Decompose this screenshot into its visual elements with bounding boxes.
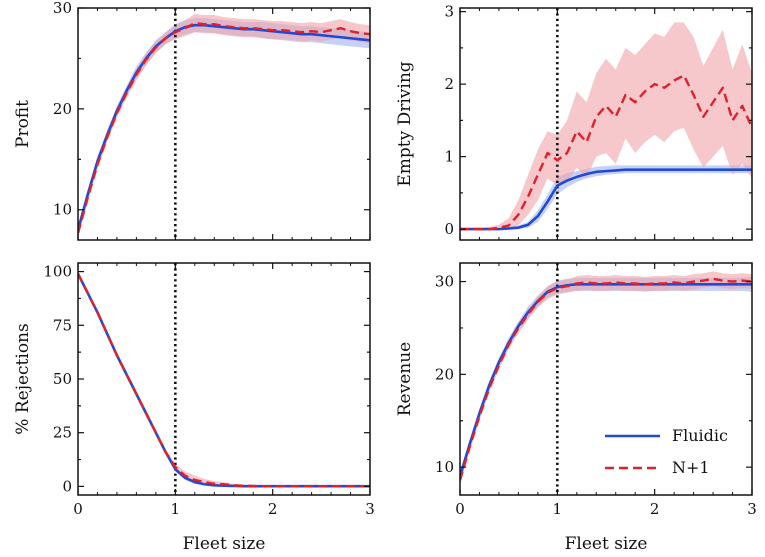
axes-frame — [77, 262, 371, 496]
revenue-panel: 0 1 2 3 10 20 30 Revenue Fleet size — [395, 262, 757, 554]
confidence-band-fluidic — [78, 271, 370, 487]
axes-frame — [459, 7, 753, 241]
y-tick-label: 20 — [435, 365, 454, 383]
series-line-n1 — [78, 21, 370, 234]
x-tick-label: 3 — [747, 500, 757, 518]
y-axis-label: Empty Driving — [395, 61, 415, 186]
x-tick-label: 2 — [268, 500, 278, 518]
y-axis-label: Profit — [13, 100, 33, 148]
empty-driving-panel: 0 1 2 3 Empty Driving — [395, 3, 753, 241]
legend-label-n1: N+1 — [672, 458, 710, 477]
x-tick-label: 1 — [553, 500, 563, 518]
x-tick-label: 2 — [650, 500, 660, 518]
confidence-band-n1 — [460, 22, 752, 230]
series-line-fluidic — [460, 283, 752, 477]
confidence-band-n1 — [460, 271, 752, 485]
confidence-band-fluidic — [460, 276, 752, 482]
legend-label-fluidic: Fluidic — [672, 426, 728, 445]
x-tick-label: 0 — [455, 500, 465, 518]
y-tick-label: 1 — [444, 148, 454, 166]
series-line-fluidic — [78, 23, 370, 231]
plot-area — [460, 8, 752, 240]
y-tick-label: 10 — [435, 458, 454, 476]
x-tick-label: 3 — [365, 500, 375, 518]
axes-frame — [77, 7, 371, 241]
y-tick-label: 2 — [444, 75, 454, 93]
plot-area — [78, 263, 370, 495]
y-axis-label: Revenue — [395, 342, 415, 416]
y-tick-label: 10 — [53, 201, 72, 219]
profit-panel: 10 20 30 Profit — [13, 0, 371, 241]
y-tick-label: 100 — [43, 263, 72, 281]
x-axis-label: Fleet size — [565, 534, 648, 554]
series-line-fluidic — [78, 273, 370, 488]
x-tick-label: 1 — [171, 500, 181, 518]
confidence-band-n1 — [78, 14, 370, 238]
x-tick-label: 0 — [73, 500, 83, 518]
y-tick-label: 25 — [53, 424, 72, 442]
y-tick-label: 20 — [53, 100, 72, 118]
legend: Fluidic N+1 — [605, 426, 728, 477]
plot-area — [78, 8, 370, 240]
y-tick-label: 0 — [444, 220, 454, 238]
series-line-n1 — [460, 277, 752, 481]
confidence-band-fluidic — [78, 18, 370, 235]
y-tick-label: 3 — [444, 3, 454, 21]
rejections-panel: 0 1 2 3 0 25 50 75 100 % Rejections Fleet size — [13, 262, 375, 554]
y-tick-label: 0 — [62, 477, 72, 495]
y-tick-label: 30 — [435, 273, 454, 291]
x-axis-label: Fleet size — [183, 534, 266, 554]
series-line-fluidic — [460, 168, 752, 231]
confidence-band-n1 — [78, 271, 370, 487]
series-line-n1 — [460, 74, 752, 231]
series-line-n1 — [78, 273, 370, 488]
axes-frame — [459, 262, 753, 496]
confidence-band-fluidic — [460, 165, 752, 230]
y-axis-label: % Rejections — [13, 323, 33, 434]
y-tick-label: 50 — [53, 370, 72, 388]
y-tick-label: 75 — [53, 316, 72, 334]
y-tick-label: 30 — [53, 0, 72, 17]
plot-area — [460, 263, 752, 495]
